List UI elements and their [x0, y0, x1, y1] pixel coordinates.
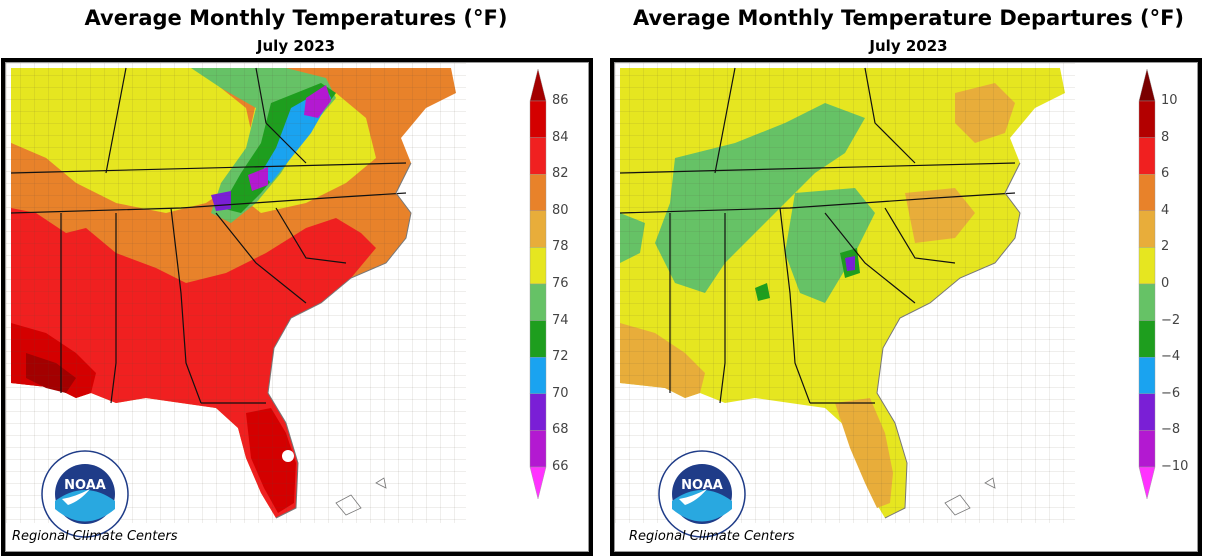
left-logo-text: NOAA — [64, 478, 106, 493]
right-title-block: Average Monthly Temperature Departures (… — [612, 5, 1205, 56]
left_panel-legend-swatch — [529, 247, 547, 285]
right_panel-legend-swatch — [1138, 393, 1156, 431]
right_panel-legend-label: −2 — [1161, 312, 1181, 328]
left_panel-legend-label: 86 — [552, 93, 569, 108]
right-map-frame: 10 8 6 4 2 0 −2 −4 −6 −8 −10 NOAA Regional Climate… — [610, 58, 1202, 556]
right_panel-legend-swatch — [1138, 247, 1156, 285]
right_panel-legend-swatch — [1138, 210, 1156, 248]
left_panel-legend-swatch — [529, 393, 547, 431]
left-islands — [335, 477, 387, 516]
left-county-grid — [6, 63, 466, 523]
right_panel-legend-label: −6 — [1161, 385, 1181, 401]
right-county-grid — [615, 63, 1075, 523]
left-credit: Regional Climate Centers — [12, 529, 178, 544]
right_panel-legend-swatch — [1138, 137, 1156, 175]
left-map-subtitle: July 2023 — [256, 37, 336, 55]
right-legend — [1138, 69, 1156, 499]
left-noaa-logo: NOAA — [41, 450, 129, 538]
right_panel-legend-swatch — [1138, 283, 1156, 321]
left_panel-legend-swatch — [529, 173, 547, 211]
right-noaa-logo: NOAA — [658, 450, 746, 538]
left_panel-legend-label: 82 — [552, 166, 569, 182]
right_panel-legend-label: −4 — [1161, 349, 1181, 365]
right-map-area: 10 8 6 4 2 0 −2 −4 −6 −8 −10 NOAA Regional Climate… — [614, 62, 1198, 552]
right-coastline — [876, 162, 1021, 519]
left_panel-legend-swatch — [529, 466, 547, 499]
right_panel-legend-swatch — [1138, 357, 1156, 395]
right-map-title: Average Monthly Temperature Departures (… — [632, 6, 1185, 30]
left-lake — [282, 450, 294, 462]
left_panel-legend-label: 84 — [552, 129, 569, 145]
right-state-borders — [619, 67, 1016, 404]
right_panel-legend-label: 8 — [1161, 129, 1170, 145]
left_panel-legend-swatch — [529, 210, 547, 248]
right-logo-text: NOAA — [681, 478, 723, 493]
right_panel-legend-label: 4 — [1161, 202, 1170, 218]
right_panel-legend-label: 2 — [1161, 239, 1170, 255]
left_panel-legend-label: 80 — [552, 202, 569, 218]
right-departure-map — [615, 63, 1075, 523]
left_panel-legend-label: 72 — [552, 349, 569, 365]
right_panel-legend-label: 6 — [1161, 166, 1170, 182]
left-title-block: Average Monthly Temperatures (°F) July 2… — [0, 5, 592, 56]
left_panel-legend-label: 68 — [552, 422, 569, 438]
left-map-area: 86 84 82 80 78 76 74 72 70 68 66 NOAA Regional Cli… — [5, 62, 589, 552]
right_panel-legend-swatch — [1138, 173, 1156, 211]
left-temperature-map — [6, 63, 466, 523]
right_panel-legend-swatch — [1138, 430, 1156, 468]
right_panel-legend-label: 0 — [1161, 276, 1170, 291]
left_panel-legend-swatch — [529, 100, 547, 138]
right-islands — [944, 477, 996, 516]
right-credit: Regional Climate Centers — [629, 529, 795, 544]
left_panel-legend-swatch — [529, 320, 547, 358]
left_panel-legend-swatch — [529, 430, 547, 468]
left_panel-legend-swatch — [529, 283, 547, 321]
right_panel-legend-swatch — [1138, 320, 1156, 358]
left_panel-legend-swatch — [529, 357, 547, 395]
right-map-subtitle: July 2023 — [869, 37, 948, 55]
left-map-frame: 86 84 82 80 78 76 74 72 70 68 66 NOAA Regional Cli… — [1, 58, 593, 556]
right_panel-legend-label: 10 — [1161, 93, 1178, 108]
right_panel-legend-label: −10 — [1161, 459, 1189, 474]
left_panel-legend-label: 70 — [552, 385, 569, 401]
right_panel-legend-swatch — [1138, 466, 1156, 499]
left_panel-legend-label: 76 — [552, 276, 569, 291]
left_panel-legend-swatch — [529, 69, 547, 102]
left-legend — [529, 69, 547, 499]
left_panel-legend-label: 78 — [552, 239, 569, 255]
right_panel-legend-swatch — [1138, 100, 1156, 138]
left-map-title: Average Monthly Temperatures (°F) — [84, 6, 508, 30]
left-coastline — [267, 162, 412, 519]
left_panel-legend-label: 74 — [552, 312, 569, 328]
right_panel-legend-label: −8 — [1161, 422, 1181, 438]
left-state-borders — [10, 67, 407, 404]
left_panel-legend-label: 66 — [552, 459, 569, 474]
right_panel-legend-swatch — [1138, 69, 1156, 102]
left_panel-legend-swatch — [529, 137, 547, 175]
